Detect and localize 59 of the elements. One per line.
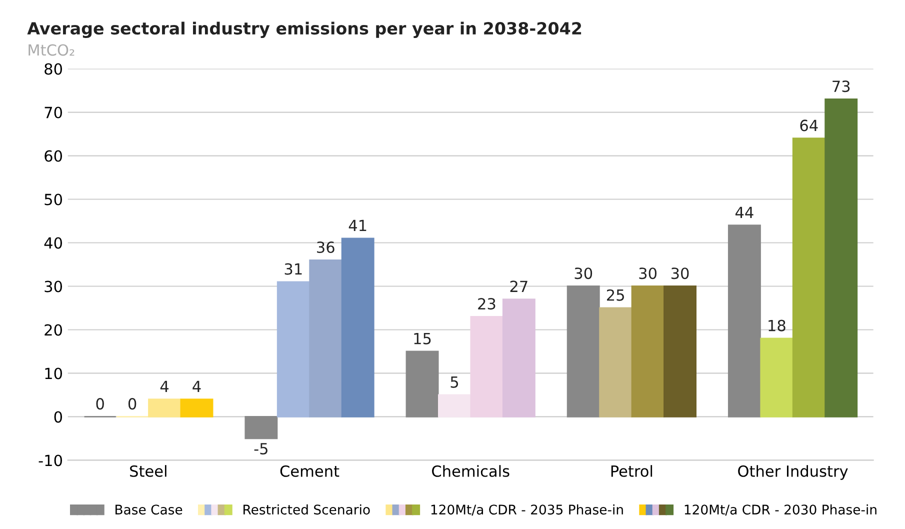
data-label: -5 bbox=[254, 443, 268, 454]
bar bbox=[502, 298, 536, 418]
data-label: 64 bbox=[800, 120, 818, 132]
data-label: 15 bbox=[414, 333, 431, 344]
y-tick-label: 50 bbox=[44, 194, 62, 206]
data-label: 41 bbox=[348, 220, 366, 232]
bar bbox=[631, 286, 664, 418]
y-axis-title: MtCO₂ bbox=[28, 44, 74, 56]
y-tick-label: 20 bbox=[44, 324, 62, 336]
data-label: 36 bbox=[317, 241, 334, 254]
bar bbox=[244, 416, 278, 440]
bar bbox=[566, 286, 600, 418]
bar bbox=[792, 138, 826, 418]
data-label: 30 bbox=[574, 268, 592, 280]
data-label: 30 bbox=[639, 268, 657, 280]
data-label: 0 bbox=[128, 398, 136, 410]
data-label: 4 bbox=[160, 380, 169, 392]
bar bbox=[728, 224, 761, 418]
data-label: 25 bbox=[606, 289, 624, 301]
y-tick-label: 0 bbox=[54, 411, 62, 423]
y-tick-label: 70 bbox=[44, 106, 62, 118]
y-tick-label: 80 bbox=[44, 63, 62, 75]
data-label: 0 bbox=[96, 398, 104, 410]
data-label: 5 bbox=[450, 376, 458, 388]
chart-title: Average sectoral industry emissions per year in 2038-2042 bbox=[27, 22, 582, 38]
y-tick-label: 30 bbox=[44, 280, 62, 292]
bar bbox=[309, 259, 342, 418]
x-tick-label: Chemicals bbox=[432, 465, 510, 477]
y-tick-label: 60 bbox=[44, 150, 62, 162]
x-tick-label: Petrol bbox=[611, 465, 652, 477]
bar bbox=[148, 398, 182, 418]
legend-label: 120Mt/a CDR - 2035 Phase-in bbox=[431, 504, 623, 516]
legend-label: Restricted Scenario bbox=[244, 504, 370, 515]
legend-label: Base Case bbox=[116, 504, 182, 515]
bar bbox=[824, 98, 858, 418]
x-tick-label: Cement bbox=[280, 465, 340, 477]
data-label: 31 bbox=[284, 263, 302, 275]
data-label: 23 bbox=[478, 298, 496, 310]
data-label: 18 bbox=[768, 320, 786, 332]
bar bbox=[438, 394, 471, 418]
bar bbox=[664, 286, 696, 418]
data-label: 73 bbox=[832, 80, 850, 92]
bar bbox=[180, 398, 214, 418]
x-tick-label: Other Industry bbox=[738, 465, 848, 480]
bar bbox=[406, 350, 439, 418]
data-label: 27 bbox=[510, 280, 528, 292]
data-label: 4 bbox=[192, 380, 201, 392]
data-label: 30 bbox=[671, 268, 689, 280]
data-label: 44 bbox=[735, 206, 754, 218]
y-tick-label: 10 bbox=[45, 368, 62, 380]
bar bbox=[599, 307, 632, 418]
bar bbox=[470, 316, 504, 418]
y-tick-label: 40 bbox=[44, 237, 62, 249]
bar bbox=[276, 281, 310, 418]
x-tick-label: Steel bbox=[130, 465, 166, 477]
bar bbox=[760, 338, 794, 418]
bar bbox=[341, 238, 374, 418]
y-tick-label: -10 bbox=[38, 454, 62, 466]
legend-label: 120Mt/a CDR - 2030 Phase-in bbox=[684, 504, 876, 516]
